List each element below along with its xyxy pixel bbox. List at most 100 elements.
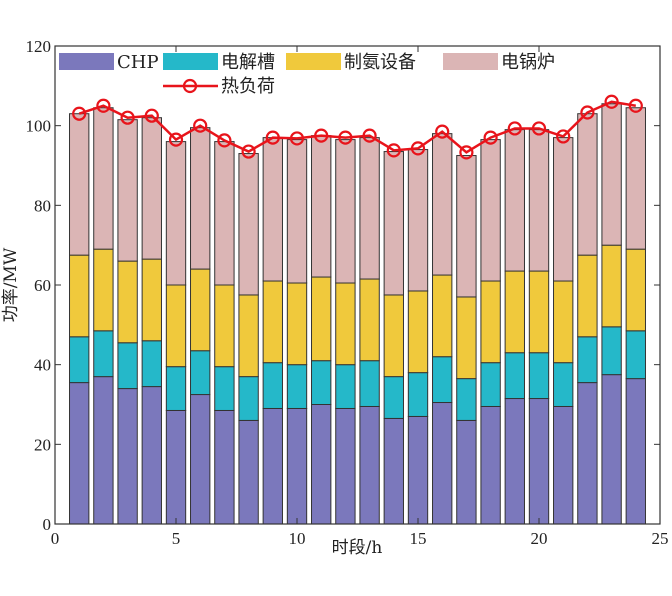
bar-segment-3 [262,137,283,282]
bar-segment-2 [165,284,187,368]
bar-segment-3 [504,129,525,272]
bar-segment-3 [601,103,622,246]
bar-segment-0 [69,382,90,525]
bar-segment-0 [553,405,574,525]
bar-segment-1 [69,336,90,384]
heat-load-marker [217,133,232,148]
bar-segment-1 [141,340,162,388]
bar-segment-2 [262,280,283,364]
x-tick-label: 25 [652,529,669,548]
bar-segment-2 [93,248,114,332]
bar-segment-2 [190,268,211,352]
heat-load-marker [386,143,401,158]
bar-segment-0 [141,386,162,525]
bar-segment-3 [69,113,90,256]
bar-segment-3 [577,113,598,256]
bar-segment-0 [601,374,622,525]
heat-load-marker [241,144,256,159]
heat-load-line [78,100,637,154]
heat-load-marker [628,98,643,113]
bar-segment-3 [528,129,550,272]
bar-segment-1 [117,342,138,390]
legend-label: 制氨设备 [344,52,416,73]
x-tick-label: 5 [172,529,181,548]
heat-load-marker [289,131,305,146]
bar-segment-0 [359,405,380,525]
y-tick-label: 0 [43,515,52,534]
bar-segment-1 [262,362,283,409]
legend-swatch [59,53,114,70]
x-tick-label: 20 [531,529,548,548]
bar-segment-1 [456,378,477,421]
bar-segment-1 [528,352,550,400]
x-tick-label: 0 [51,529,60,548]
bar-segment-2 [456,296,477,380]
bar-segment-1 [480,362,501,407]
y-tick-label: 40 [34,356,51,375]
bar-segment-3 [190,127,211,270]
heat-load-marker [410,141,426,156]
y-tick-label: 80 [34,196,51,215]
bar-segment-1 [504,352,525,400]
heat-load-marker [531,121,547,136]
heat-load-marker [72,106,87,121]
bar-segment-0 [262,407,283,525]
bar-segment-1 [165,366,187,411]
bar-segment-3 [335,139,356,284]
bar-segment-3 [93,107,114,250]
bar-segment-2 [214,284,235,368]
bar-segment-3 [311,135,332,278]
legend-swatch [163,53,218,70]
bar-segment-3 [141,117,162,260]
bar-segment-1 [383,376,404,419]
bar-segment-2 [625,248,646,332]
bar-segment-0 [165,409,187,525]
bar-segment-1 [238,376,259,421]
y-tick-label: 60 [34,276,51,295]
bar-segment-0 [214,409,235,525]
y-axis-label: 功率/MW [1,247,21,322]
bar-segment-3 [456,155,477,298]
bar-segment-2 [601,244,622,328]
bar-segment-0 [528,398,550,525]
heat-load-line-layer [72,94,643,160]
x-tick-label: 10 [289,529,306,548]
bar-segment-3 [359,137,380,280]
y-tick-label: 120 [26,37,52,56]
bar-segment-3 [117,119,138,262]
bar-segment-1 [407,372,429,417]
legend-swatch [443,53,498,70]
bars-layer [69,103,646,525]
bar-segment-0 [238,419,259,525]
bar-segment-3 [480,139,501,282]
y-tick-label: 20 [34,435,51,454]
bar-segment-2 [141,258,162,342]
bar-segment-2 [238,294,259,378]
bar-segment-1 [359,360,380,407]
heat-load-marker [556,129,571,144]
bar-segment-2 [528,270,550,354]
x-tick-label: 15 [410,529,427,548]
bar-segment-1 [190,350,211,396]
bar-segment-1 [553,362,574,407]
bar-segment-1 [432,356,453,404]
bar-segment-0 [504,398,525,525]
legend-label: CHP [117,52,159,73]
bar-segment-2 [117,260,138,344]
bar-segment-0 [93,376,114,525]
bar-segment-2 [577,254,598,338]
heat-load-marker [193,118,208,133]
bar-segment-3 [214,141,235,286]
bar-segment-3 [432,133,453,276]
bar-segment-3 [165,141,187,286]
bar-segment-3 [625,107,646,250]
y-tick-label: 100 [26,117,52,136]
bar-segment-2 [553,280,574,364]
bar-segment-1 [625,330,646,380]
bar-segment-1 [286,364,308,409]
x-axis-label: 时段/h [332,538,383,558]
bar-segment-1 [93,330,114,378]
axes-layer: 0 5 10 15 20 25 0 20 40 60 80 100 120 [26,37,669,548]
bar-segment-2 [407,290,429,374]
bar-segment-1 [311,360,332,405]
